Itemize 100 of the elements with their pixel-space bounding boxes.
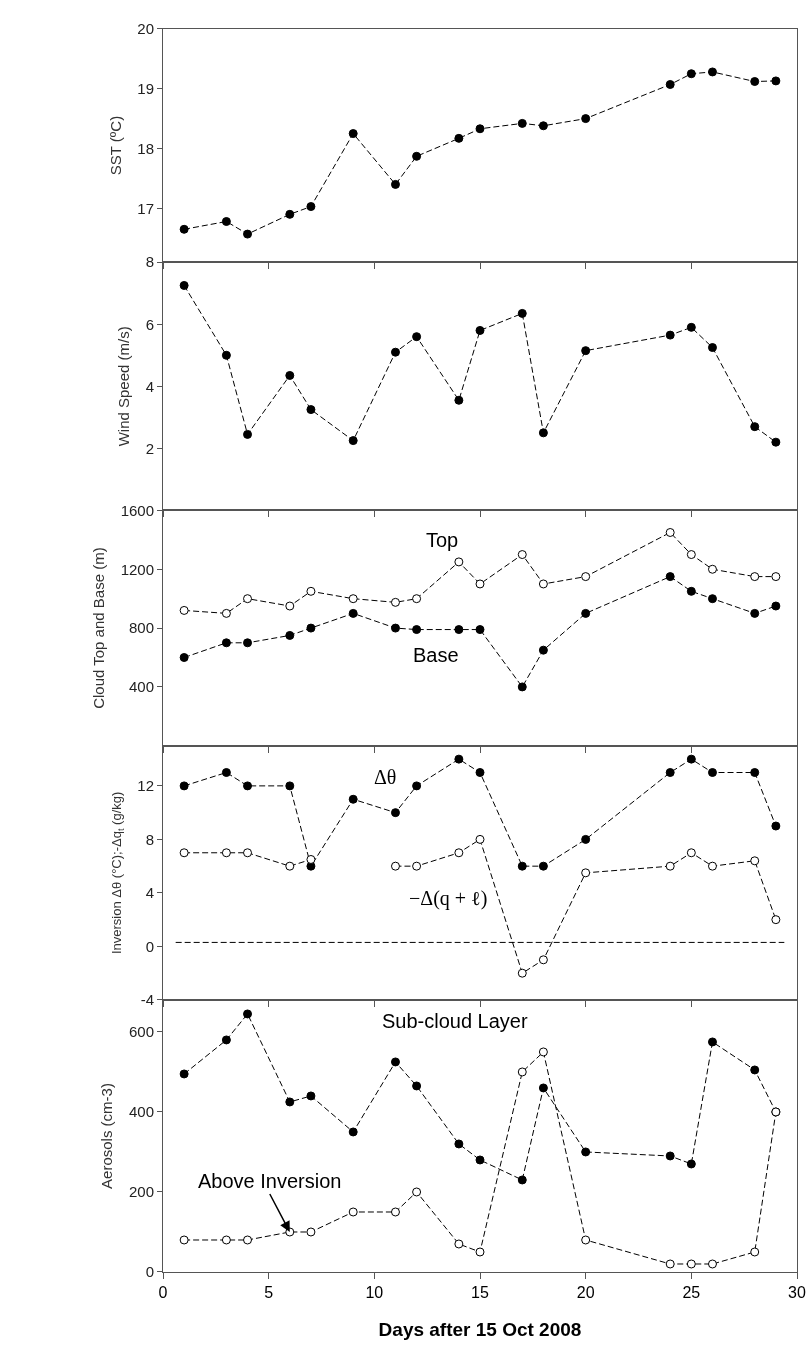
y-tick-label: 800: [128, 619, 154, 637]
point: [243, 594, 253, 604]
point: [707, 768, 717, 778]
point: [390, 808, 400, 818]
point: [475, 124, 485, 134]
point: [306, 586, 316, 596]
point: [707, 594, 717, 604]
point: [306, 202, 316, 212]
point: [179, 605, 189, 615]
y-tick-label: 1600: [120, 501, 154, 519]
x-axis-title: Days after 15 Oct 2008: [378, 1319, 582, 1340]
point: [707, 1037, 717, 1047]
point: [221, 638, 231, 648]
point: [412, 861, 422, 871]
y-tick-label: 2: [145, 439, 154, 457]
point: [179, 1069, 189, 1079]
point: [517, 968, 527, 978]
y-tick-label: 0: [145, 1263, 154, 1281]
y-tick-label: 17: [137, 199, 154, 217]
point: [306, 1091, 316, 1101]
point: [348, 594, 358, 604]
point: [707, 67, 717, 77]
point: [348, 129, 358, 139]
point: [412, 151, 422, 161]
point: [390, 861, 400, 871]
point: [538, 121, 548, 131]
point: [243, 1009, 253, 1019]
point: [412, 781, 422, 791]
y-tick-label: 400: [128, 678, 154, 696]
point: [243, 429, 253, 439]
point: [412, 1187, 422, 1197]
point: [517, 1175, 527, 1185]
point: [517, 1067, 527, 1077]
point: [665, 1259, 675, 1269]
point: [285, 781, 295, 791]
point: [538, 579, 548, 589]
point: [750, 1247, 760, 1257]
point: [686, 550, 696, 560]
x-tick-label: 0: [158, 1284, 168, 1302]
point: [412, 332, 422, 342]
y-tick-label: 6: [145, 315, 154, 333]
point: [771, 437, 781, 447]
y-tick-label: 400: [128, 1103, 154, 1121]
point: [581, 572, 591, 582]
point: [454, 557, 464, 567]
point: [475, 1247, 485, 1257]
point: [221, 350, 231, 360]
point: [707, 861, 717, 871]
point: [517, 118, 527, 128]
point: [581, 1147, 591, 1157]
point: [348, 1207, 358, 1217]
point: [221, 848, 231, 858]
y-tick-label: 12: [137, 777, 154, 795]
point: [179, 224, 189, 234]
point: [221, 217, 231, 226]
point: [179, 280, 189, 290]
point: [179, 1235, 189, 1245]
point: [581, 1235, 591, 1245]
y-tick-label: 20: [137, 20, 154, 38]
point: [686, 322, 696, 332]
point: [243, 848, 253, 858]
y-axis-title: Aerosols (cm-3): [98, 1083, 116, 1189]
point: [306, 1227, 316, 1237]
point: [390, 623, 400, 633]
point: [517, 308, 527, 318]
point: [581, 346, 591, 356]
point: [221, 1235, 231, 1245]
point: [750, 422, 760, 432]
annotation: Δθ: [374, 766, 397, 788]
point: [538, 861, 548, 871]
x-tick-label: 5: [264, 1284, 274, 1302]
point: [665, 572, 675, 582]
point: [243, 781, 253, 791]
x-tick-label: 30: [788, 1284, 806, 1302]
annotation: Sub-cloud Layer: [382, 1010, 528, 1032]
point: [412, 625, 422, 635]
point: [750, 1065, 760, 1075]
point: [686, 848, 696, 858]
point: [285, 861, 295, 871]
point: [771, 821, 781, 831]
point: [454, 1239, 464, 1249]
annotation: Top: [426, 529, 459, 551]
point: [771, 572, 781, 582]
point: [707, 564, 717, 574]
y-tick-label: 200: [128, 1183, 154, 1201]
point: [665, 861, 675, 871]
point: [686, 1159, 696, 1169]
point: [390, 179, 400, 189]
point: [454, 133, 464, 143]
point: [390, 347, 400, 357]
point: [475, 768, 485, 778]
point: [707, 1259, 717, 1269]
y-tick-label: 8: [145, 253, 154, 271]
point: [665, 768, 675, 778]
point: [454, 848, 464, 858]
point: [475, 834, 485, 844]
point: [306, 854, 316, 864]
point: [348, 1127, 358, 1137]
point: [475, 625, 485, 635]
y-tick-label: -4: [140, 991, 154, 1009]
